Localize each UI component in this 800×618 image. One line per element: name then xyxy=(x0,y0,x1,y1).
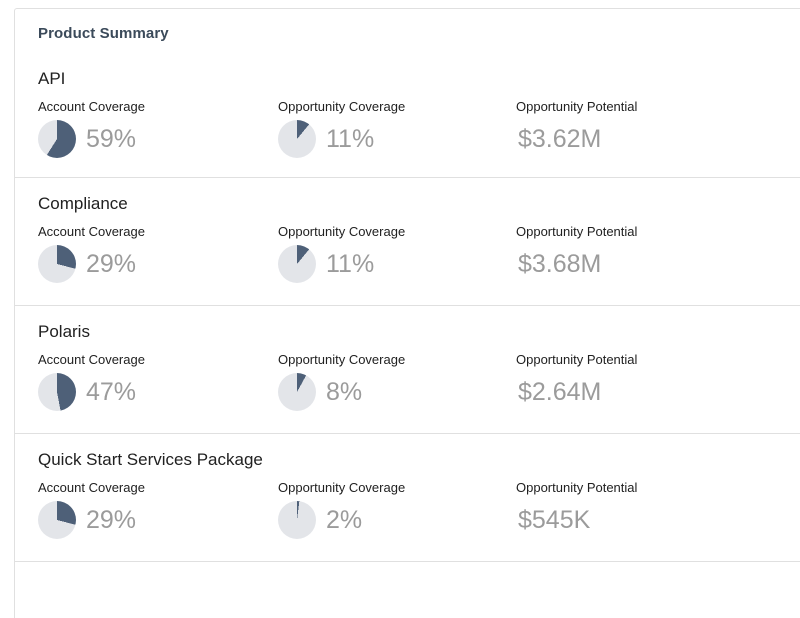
metrics-grid: Account Coverage 59% Opportunity Coverag… xyxy=(38,99,800,158)
opportunity-coverage-value: 2% xyxy=(326,505,363,534)
opportunity-potential-label: Opportunity Potential xyxy=(516,480,638,495)
opportunity-coverage-metric: Opportunity Coverage 2% xyxy=(278,480,516,539)
product-name: Quick Start Services Package xyxy=(38,450,263,469)
product-row-compliance[interactable]: Compliance Account Coverage 29% Opportun… xyxy=(15,178,800,306)
account-coverage-value: 59% xyxy=(86,124,137,153)
opportunity-potential-metric: Opportunity Potential $2.64M xyxy=(516,352,800,411)
opportunity-coverage-metric: Opportunity Coverage 11% xyxy=(278,224,516,283)
opportunity-potential-value: $3.62M xyxy=(518,124,602,153)
opportunity-coverage-label: Opportunity Coverage xyxy=(278,99,406,114)
opportunity-coverage-metric: Opportunity Coverage 8% xyxy=(278,352,516,411)
account-coverage-metric: Account Coverage 59% xyxy=(38,99,278,158)
account-coverage-metric: Account Coverage 47% xyxy=(38,352,278,411)
opportunity-potential-metric: Opportunity Potential $3.68M xyxy=(516,224,800,283)
opportunity-coverage-value: 8% xyxy=(326,377,363,406)
account-coverage-label: Account Coverage xyxy=(38,224,145,239)
opportunity-coverage-label: Opportunity Coverage xyxy=(278,352,406,367)
metrics-grid: Account Coverage 47% Opportunity Coverag… xyxy=(38,352,800,411)
account-coverage-pie-chart xyxy=(38,120,76,158)
opportunity-potential-value: $545K xyxy=(518,505,591,534)
account-coverage-label: Account Coverage xyxy=(38,352,145,367)
account-coverage-metric: Account Coverage 29% xyxy=(38,224,278,283)
panel-title: Product Summary xyxy=(38,25,169,42)
opportunity-coverage-value: 11% xyxy=(326,249,375,278)
opportunity-potential-value: $3.68M xyxy=(518,249,602,278)
opportunity-coverage-metric: Opportunity Coverage 11% xyxy=(278,99,516,158)
product-row-quick-start-services-package[interactable]: Quick Start Services Package Account Cov… xyxy=(15,434,800,562)
opportunity-potential-metric: Opportunity Potential $3.62M xyxy=(516,99,800,158)
metrics-grid: Account Coverage 29% Opportunity Coverag… xyxy=(38,480,800,539)
metrics-grid: Account Coverage 29% Opportunity Coverag… xyxy=(38,224,800,283)
opportunity-coverage-label: Opportunity Coverage xyxy=(278,224,406,239)
opportunity-potential-value: $2.64M xyxy=(518,377,602,406)
opportunity-potential-metric: Opportunity Potential $545K xyxy=(516,480,800,539)
account-coverage-value: 29% xyxy=(86,505,137,534)
account-coverage-pie-chart xyxy=(38,245,76,283)
opportunity-coverage-value: 11% xyxy=(326,124,375,153)
account-coverage-pie-chart xyxy=(38,501,76,539)
opportunity-coverage-pie-chart xyxy=(278,373,316,411)
product-summary-panel: Product Summary API Account Coverage 59%… xyxy=(14,8,800,618)
product-name: Compliance xyxy=(38,194,128,213)
opportunity-potential-label: Opportunity Potential xyxy=(516,352,638,367)
account-coverage-label: Account Coverage xyxy=(38,99,145,114)
product-name: API xyxy=(38,69,66,88)
opportunity-coverage-pie-chart xyxy=(278,501,316,539)
opportunity-potential-label: Opportunity Potential xyxy=(516,224,638,239)
account-coverage-value: 47% xyxy=(86,377,137,406)
account-coverage-pie-chart xyxy=(38,373,76,411)
opportunity-coverage-label: Opportunity Coverage xyxy=(278,480,406,495)
opportunity-coverage-pie-chart xyxy=(278,245,316,283)
product-row-polaris[interactable]: Polaris Account Coverage 47% Opportunity… xyxy=(15,306,800,434)
product-row-api[interactable]: API Account Coverage 59% Opportunity Cov… xyxy=(15,53,800,178)
opportunity-potential-label: Opportunity Potential xyxy=(516,99,638,114)
account-coverage-label: Account Coverage xyxy=(38,480,145,495)
account-coverage-value: 29% xyxy=(86,249,137,278)
account-coverage-metric: Account Coverage 29% xyxy=(38,480,278,539)
product-name: Polaris xyxy=(38,322,90,341)
opportunity-coverage-pie-chart xyxy=(278,120,316,158)
